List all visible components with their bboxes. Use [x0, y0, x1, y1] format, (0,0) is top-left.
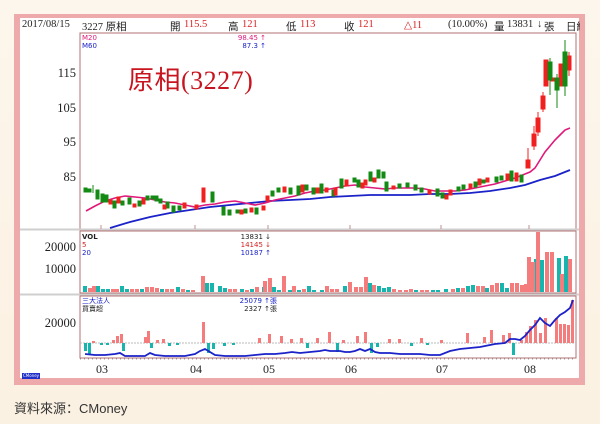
source-note: 資料來源：CMoney [14, 401, 128, 416]
inst-tick-20000: 20000 [44, 316, 76, 330]
open-label: 開 [170, 22, 181, 33]
y-tick-85: 85 [63, 170, 77, 184]
x-tick-08: 08 [524, 362, 536, 376]
quote-date: 2017/08/15 [22, 19, 70, 30]
inst-value-1: 25079 ↑張 [239, 297, 277, 305]
chart-title: 原相(3227) [128, 66, 254, 95]
high-label: 高 [228, 22, 239, 33]
change-pct: (10.00%) [448, 19, 488, 30]
m20-value: 98.45 ↑ [237, 34, 266, 42]
high-value: 121 [242, 19, 258, 30]
ma5-value: 14145 ↓ [240, 241, 271, 249]
y-tick-95: 95 [63, 135, 77, 149]
inst-plot-border [79, 295, 577, 359]
close-value: 121 [358, 19, 374, 30]
y-tick-115: 115 [57, 66, 76, 80]
m60-label: M60 [82, 42, 97, 50]
x-tick-03: 03 [96, 362, 108, 376]
volume-value: 13831 [507, 19, 534, 30]
vol-tick-20000: 20000 [44, 240, 76, 254]
volume-legend: VOL 13831 ↓ 5 14145 ↓ 20 10187 ↑ [81, 232, 273, 257]
ma5-label: 5 [82, 241, 87, 249]
period-label: 日線 [566, 22, 580, 33]
inst-buy-bars [92, 300, 574, 343]
open-value: 115.5 [184, 19, 208, 30]
m60-value: 87.3 ↑ [242, 42, 266, 50]
quote-header: 2017/08/15 3227 原相 開 115.5 高 121 低 113 收… [22, 19, 582, 33]
ma20-value: 10187 ↑ [240, 249, 271, 257]
x-tick-05: 05 [263, 362, 275, 376]
change-value: △11 [404, 20, 423, 31]
x-tick-07: 07 [436, 362, 448, 376]
inst-value-2: 2327 ↑張 [244, 305, 277, 313]
ma20-label: 20 [82, 249, 91, 257]
inst-holdings-line [84, 299, 574, 357]
cmoney-badge: CMoney [22, 373, 40, 379]
volume-unit: 張 [544, 22, 555, 33]
vol-label: VOL [82, 233, 98, 241]
vol-value: 13831 ↓ [240, 233, 271, 241]
m20-label: M20 [82, 34, 97, 42]
price-legend: M20 98.45 ↑ M60 87.3 ↑ [81, 34, 268, 51]
x-tick-06: 06 [345, 362, 357, 376]
inst-label-1: 三大法人 [82, 297, 110, 305]
inst-legend: 三大法人 25079 ↑張 買賣超 2327 ↑張 [81, 297, 279, 314]
x-tick-04: 04 [190, 362, 202, 376]
inst-label-2: 買賣超 [82, 305, 103, 313]
low-label: 低 [286, 22, 297, 33]
quote-stock: 3227 原相 [82, 22, 127, 33]
volume-plot-border [79, 230, 577, 294]
inst-sell-bars [84, 343, 515, 355]
volume-bars [83, 232, 572, 292]
y-tick-105: 105 [57, 101, 76, 115]
vol-tick-10000: 10000 [44, 262, 76, 276]
volume-arrow: ↓ [537, 19, 543, 30]
volume-label: 量 [494, 22, 505, 33]
close-label: 收 [344, 22, 355, 33]
low-value: 113 [300, 19, 316, 30]
